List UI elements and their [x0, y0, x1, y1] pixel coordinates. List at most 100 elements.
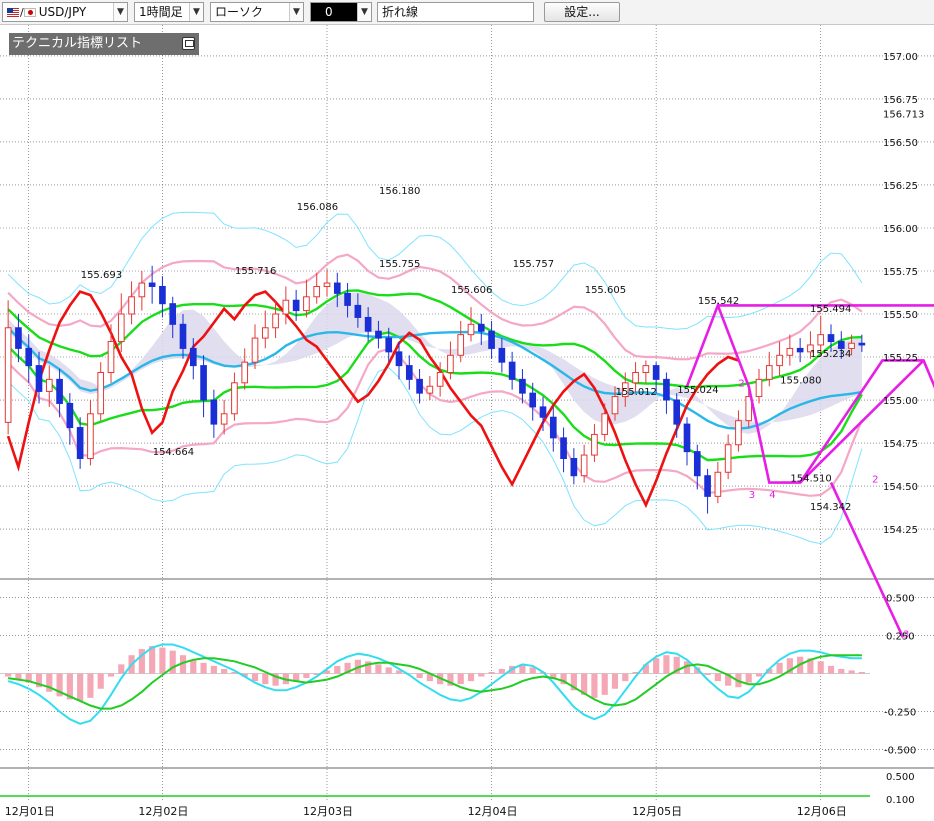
- candle: [765, 351, 773, 387]
- price-annotation: 155.234: [810, 349, 851, 360]
- candle: [200, 355, 207, 418]
- symbol-select[interactable]: / USD/JPY ▼: [2, 2, 128, 22]
- candle-body: [745, 396, 753, 422]
- osc-histogram-bar: [591, 673, 598, 698]
- candle: [735, 410, 742, 452]
- osc-histogram-bar: [755, 673, 763, 677]
- candle: [632, 362, 639, 394]
- candle: [591, 424, 598, 462]
- candle-body: [591, 433, 598, 456]
- price-annotation: 155.693: [81, 270, 122, 281]
- candle-body: [66, 402, 74, 429]
- candle: [570, 448, 578, 485]
- candle-body: [189, 347, 197, 367]
- line-type-label: 折れ線: [382, 5, 419, 19]
- candle-body: [323, 282, 331, 287]
- chart-grid: [0, 25, 934, 800]
- candle: [796, 338, 804, 363]
- osc-histogram-bar: [77, 673, 84, 701]
- osc-histogram-bar: [66, 673, 73, 700]
- osc-histogram-bar: [262, 673, 269, 685]
- candle-body: [4, 327, 12, 423]
- candle-body: [179, 323, 187, 349]
- candle-body: [117, 313, 125, 343]
- osc-histogram-bar: [611, 673, 619, 689]
- price-annotation: 154.664: [153, 447, 194, 458]
- candle: [837, 331, 845, 359]
- candle-body: [837, 341, 845, 349]
- bollinger-bands: [7, 211, 863, 545]
- zigzag-path: [685, 301, 934, 484]
- bollinger-upper-inner: [7, 253, 863, 361]
- candle-body: [693, 451, 701, 477]
- candle-body: [663, 378, 670, 401]
- candle: [292, 289, 300, 321]
- cloud-area: [8, 292, 862, 434]
- candle-body: [128, 296, 135, 315]
- osc-histogram-bar: [56, 673, 63, 697]
- drawing-tool-select[interactable]: 0 ▼: [310, 2, 372, 22]
- timeframe-select[interactable]: 1時間足 ▼: [134, 2, 204, 22]
- candle: [97, 362, 105, 421]
- price-axis-label: 154.75: [883, 439, 918, 450]
- candle: [323, 269, 331, 297]
- ichimoku-cloud: [8, 292, 862, 434]
- bollinger-lower-outer: [7, 367, 863, 545]
- osc-histogram-bar: [97, 673, 104, 689]
- osc-histogram-bar: [303, 673, 310, 679]
- osc-histogram-bar: [35, 673, 43, 688]
- candle: [611, 386, 619, 421]
- candle-body: [56, 378, 63, 404]
- candle-body: [539, 406, 547, 418]
- close-line: [6, 290, 739, 509]
- chevron-down-icon[interactable]: ▼: [289, 3, 303, 21]
- candle: [745, 386, 753, 428]
- candle: [848, 334, 855, 356]
- osc-histogram-bar: [745, 673, 752, 683]
- candle-body: [560, 437, 567, 460]
- candle-body: [457, 334, 465, 356]
- candle-body: [807, 344, 814, 353]
- osc-histogram-bar: [457, 673, 464, 685]
- candle: [344, 283, 351, 318]
- osc-axis-label: -0.500: [884, 746, 916, 757]
- candle: [858, 334, 866, 352]
- price-annotation: 155.024: [677, 385, 718, 396]
- price-annotation: 155.542: [698, 296, 739, 307]
- indicator-list-panel[interactable]: テクニカル指標リスト: [9, 33, 199, 55]
- candle: [231, 372, 238, 421]
- candle: [251, 324, 259, 370]
- price-chart[interactable]: 234212243 156.180156.086155.716155.69315…: [0, 25, 934, 821]
- candle-body: [704, 475, 711, 497]
- candle: [755, 369, 763, 404]
- candle: [282, 286, 290, 325]
- candle: [220, 400, 228, 435]
- chevron-down-icon[interactable]: ▼: [189, 3, 203, 21]
- candle-body: [169, 303, 177, 325]
- line-type-field[interactable]: 折れ線: [377, 2, 534, 22]
- candle: [683, 417, 691, 466]
- chart-style-select[interactable]: ローソク ▼: [210, 2, 304, 22]
- candle-body: [683, 423, 691, 453]
- chevron-down-icon[interactable]: ▼: [113, 3, 127, 21]
- price-annotations: 156.180 156.086 155.716 155.693 155.755 155.7…: [81, 186, 852, 513]
- candle-body: [529, 392, 537, 408]
- osc-histogram-bar: [231, 671, 238, 674]
- candle-body: [45, 378, 53, 392]
- candle: [652, 362, 660, 394]
- candle-body: [570, 458, 578, 477]
- osc-histogram-bar: [210, 665, 217, 674]
- candle-body: [724, 444, 732, 473]
- osc-histogram-bar: [838, 668, 845, 674]
- osc-histogram-bar: [323, 670, 331, 674]
- candle: [261, 310, 269, 349]
- price-axis-label: 156.50: [883, 138, 918, 149]
- window-minimize-icon[interactable]: [182, 37, 195, 50]
- chevron-down-icon[interactable]: ▼: [357, 3, 371, 21]
- settings-button[interactable]: 設定...: [544, 2, 620, 22]
- osc-histogram-bar: [118, 664, 125, 674]
- candle-body: [848, 342, 855, 349]
- osc-histogram-bar: [251, 673, 259, 682]
- lagging-span-line: [6, 290, 739, 509]
- osc-axis-label: 0.500: [886, 593, 915, 604]
